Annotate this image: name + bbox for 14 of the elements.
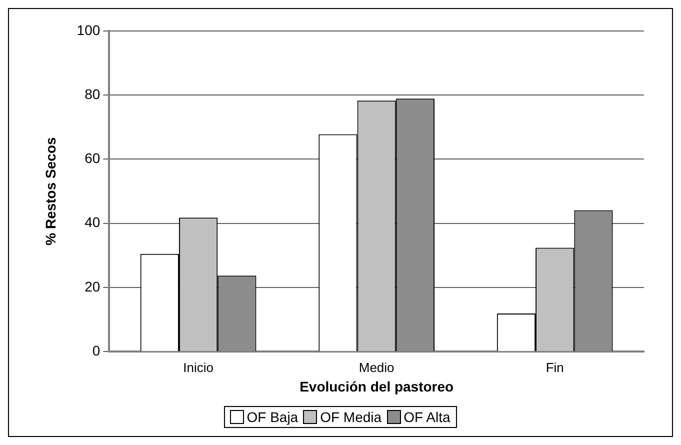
y-tick-label: 40 (84, 214, 100, 230)
legend-label: OF Baja (246, 409, 298, 425)
legend-label: OF Alta (404, 409, 450, 425)
y-tick-label: 0 (92, 342, 100, 358)
legend-label: OF Media (320, 409, 382, 425)
x-axis-title: Evolución del pastoreo (300, 378, 454, 394)
x-tick-label: Medio (358, 360, 394, 375)
y-tick-label: 60 (84, 150, 100, 166)
y-axis-title: % Restos Secos (42, 137, 58, 246)
x-tick-label: Fin (546, 360, 564, 375)
y-tick-label: 20 (84, 278, 100, 294)
y-tick-label: 80 (84, 86, 100, 102)
y-tick-label: 100 (76, 22, 100, 38)
x-tick-label: Inicio (183, 360, 214, 375)
